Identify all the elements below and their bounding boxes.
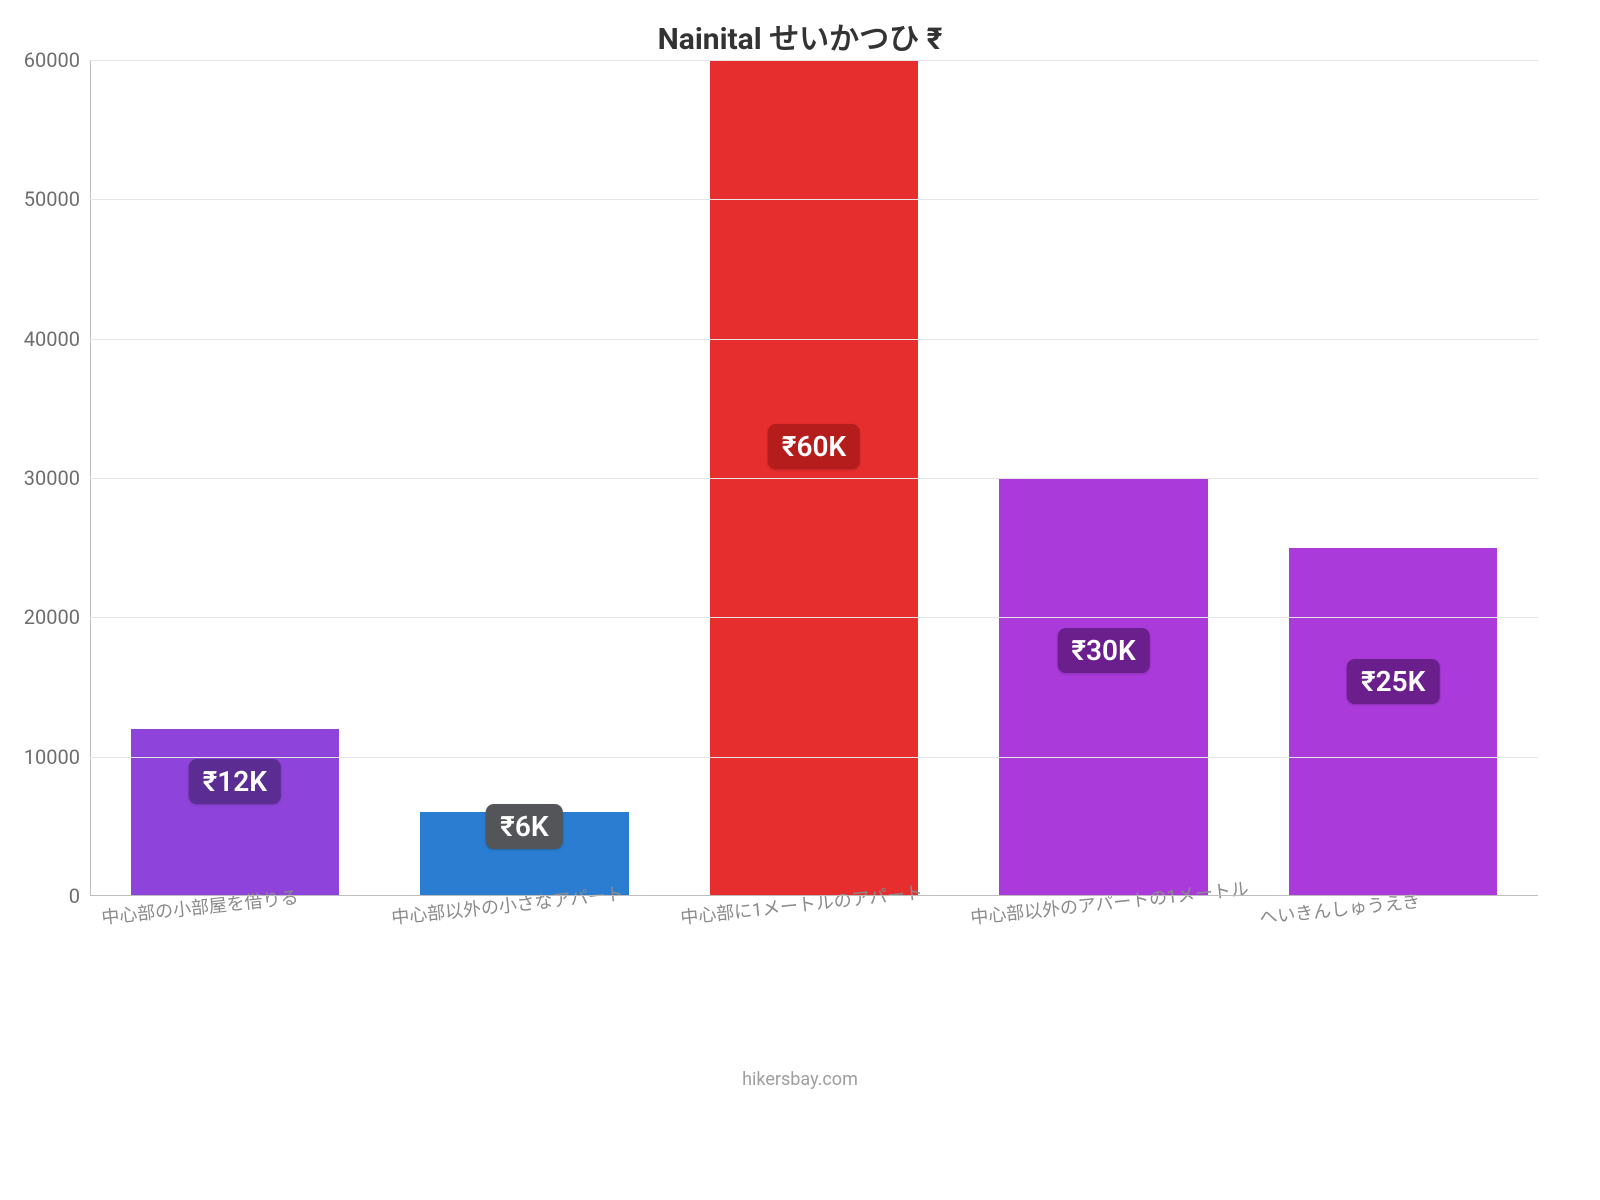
plot-area: ₹12K₹6K₹60K₹30K₹25K 中心部の小部屋を借りる中心部以外の小さな… (90, 60, 1538, 896)
y-tick-label: 20000 (24, 605, 90, 629)
bar: ₹25K (1289, 548, 1498, 896)
y-tick-label: 0 (69, 884, 90, 908)
attribution: hikersbay.com (0, 1069, 1600, 1090)
x-axis-line (90, 895, 1538, 896)
y-tick-label: 50000 (24, 187, 90, 211)
bar-value-label: ₹30K (1057, 628, 1149, 673)
y-tick-label: 60000 (24, 48, 90, 72)
y-tick-label: 30000 (24, 466, 90, 490)
bar-chart: Nainital せいかつひ ₹ ₹12K₹6K₹60K₹30K₹25K 中心部… (0, 0, 1600, 1200)
gridline (90, 339, 1538, 340)
bar-value-label: ₹6K (486, 804, 562, 849)
bar: ₹12K (131, 729, 340, 896)
gridline (90, 60, 1538, 61)
gridline (90, 617, 1538, 618)
bar-value-label: ₹25K (1347, 659, 1439, 704)
chart-title: Nainital せいかつひ ₹ (0, 14, 1600, 58)
gridline (90, 199, 1538, 200)
bar: ₹30K (999, 478, 1208, 896)
y-tick-label: 10000 (24, 745, 90, 769)
bar-value-label: ₹12K (189, 759, 281, 804)
bar-value-label: ₹60K (768, 424, 860, 469)
y-tick-label: 40000 (24, 327, 90, 351)
gridline (90, 478, 1538, 479)
gridline (90, 757, 1538, 758)
